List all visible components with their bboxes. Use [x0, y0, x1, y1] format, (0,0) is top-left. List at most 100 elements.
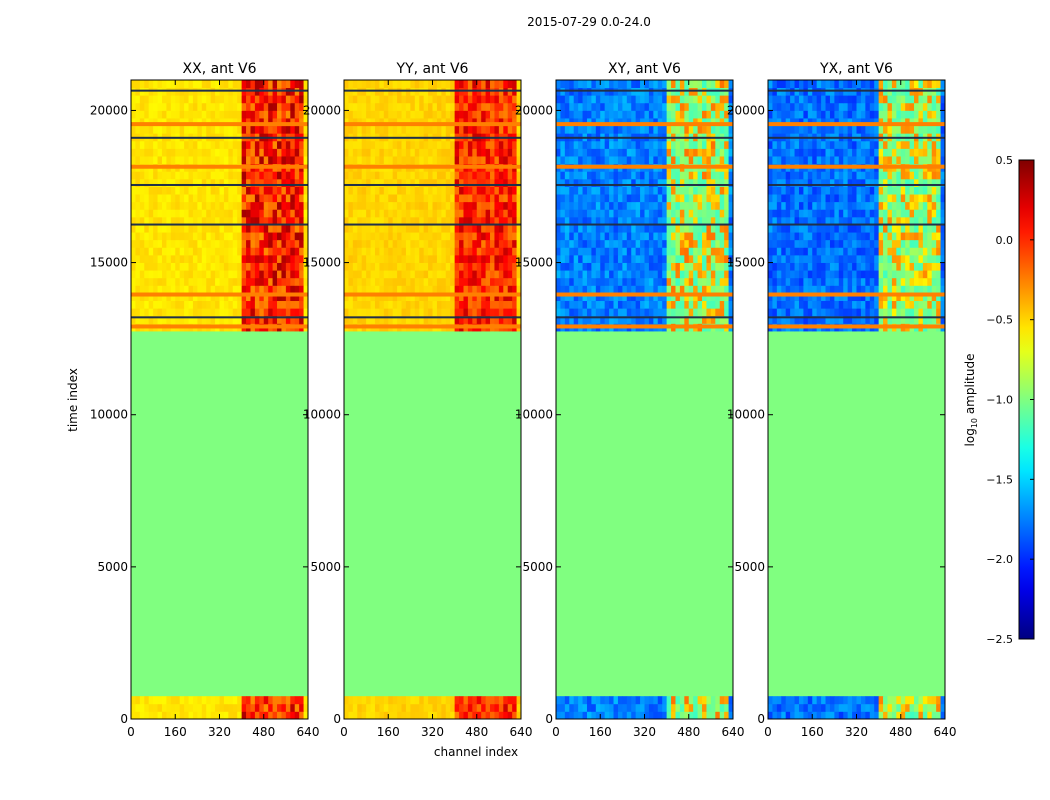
heatmap-cell: [219, 125, 225, 134]
heatmap-cell: [254, 262, 260, 271]
heatmap-cell: [250, 315, 256, 324]
heatmap-cell: [459, 277, 464, 286]
heatmap-cell: [675, 277, 681, 286]
heatmap-cell: [785, 285, 791, 294]
heatmap-cell: [569, 254, 575, 263]
heatmap-cell: [595, 703, 601, 712]
heatmap-cell: [166, 293, 172, 302]
heatmap-cell: [241, 110, 247, 119]
heatmap-cell: [414, 308, 420, 317]
heatmap-cell: [697, 201, 703, 210]
heatmap-cell: [600, 293, 606, 302]
heatmap-cell: [157, 308, 163, 317]
heatmap-cell: [153, 178, 158, 187]
heatmap-cell: [361, 232, 367, 241]
heatmap-cell: [573, 209, 579, 218]
heatmap-cell: [688, 277, 694, 286]
heatmap-cell: [666, 703, 672, 712]
heatmap-cell: [135, 216, 141, 225]
heatmap-cell: [918, 315, 924, 324]
heatmap-cell: [595, 194, 601, 203]
heatmap-cell: [481, 277, 487, 286]
heatmap-cell: [476, 247, 482, 256]
heatmap-cell: [936, 315, 941, 324]
heatmap-cell: [666, 80, 672, 89]
heatmap-cell: [463, 224, 469, 233]
heatmap-cell: [201, 247, 207, 256]
heatmap-cell: [166, 696, 172, 705]
heatmap-cell: [450, 95, 456, 104]
heatmap-cell: [175, 247, 181, 256]
heatmap-cell: [405, 315, 411, 324]
heatmap-cell: [179, 300, 185, 309]
heatmap-cell: [860, 300, 866, 309]
heatmap-cell: [410, 186, 416, 195]
heatmap-cell: [170, 293, 176, 302]
heatmap-cell: [564, 110, 570, 119]
heatmap-cell: [139, 308, 145, 317]
heatmap-cell: [228, 224, 234, 233]
heatmap-cell: [781, 315, 787, 324]
heatmap-cell: [710, 696, 716, 705]
heatmap-cell: [179, 703, 185, 712]
heatmap-cell: [582, 186, 588, 195]
heatmap-cell: [635, 95, 641, 104]
heatmap-cell: [728, 171, 734, 180]
heatmap-cell: [392, 201, 398, 210]
heatmap-cell: [352, 315, 358, 324]
heatmap-cell: [666, 186, 672, 195]
heatmap-cell: [865, 262, 871, 271]
heatmap-cell: [675, 216, 681, 225]
heatmap-cell: [428, 696, 433, 705]
heatmap-cell: [450, 110, 456, 119]
heatmap-cell: [679, 156, 685, 165]
heatmap-cell: [197, 293, 203, 302]
heatmap-cell: [640, 285, 645, 294]
heatmap-cell: [219, 293, 225, 302]
heatmap-cell: [432, 194, 438, 203]
heatmap-cell: [379, 156, 385, 165]
heatmap-cell: [370, 224, 376, 233]
heatmap-cell: [419, 201, 425, 210]
heatmap-cell: [679, 711, 685, 720]
heatmap-cell: [512, 156, 517, 165]
heatmap-cell: [516, 285, 522, 294]
heatmap-cell: [303, 277, 309, 286]
heatmap-cell: [210, 140, 216, 149]
heatmap-cell: [277, 308, 282, 317]
heatmap-cell: [290, 194, 296, 203]
heatmap-cell: [250, 118, 256, 127]
heatmap-cell: [357, 254, 363, 263]
heatmap-cell: [635, 80, 641, 89]
heatmap-cell: [153, 239, 158, 248]
heatmap-cell: [498, 110, 504, 119]
heatmap-cell: [512, 178, 517, 187]
heatmap-cell: [361, 178, 367, 187]
heatmap-cell: [697, 178, 703, 187]
heatmap-cell: [450, 270, 456, 279]
heatmap-cell: [450, 696, 456, 705]
heatmap-cell: [838, 308, 844, 317]
heatmap-cell: [299, 194, 304, 203]
heatmap-cell: [715, 293, 721, 302]
heatmap-cell: [688, 254, 694, 263]
heatmap-cell: [374, 80, 380, 89]
heatmap-cell: [184, 232, 189, 241]
heatmap-cell: [348, 110, 354, 119]
heatmap-cell: [719, 216, 725, 225]
heatmap-cell: [918, 293, 924, 302]
heatmap-cell: [693, 277, 698, 286]
heatmap-cell: [148, 270, 154, 279]
heatmap-cell: [206, 270, 212, 279]
heatmap-cell: [166, 102, 172, 111]
heatmap-cell: [201, 232, 207, 241]
heatmap-cell: [600, 110, 606, 119]
heatmap-cell: [776, 293, 782, 302]
heatmap-cell: [370, 201, 376, 210]
heatmap-cell: [139, 80, 145, 89]
heatmap-cell: [662, 239, 668, 248]
heatmap-cell: [344, 277, 349, 286]
heatmap-cell: [405, 232, 411, 241]
heatmap-cell: [450, 711, 456, 720]
heatmap-cell: [436, 148, 442, 157]
